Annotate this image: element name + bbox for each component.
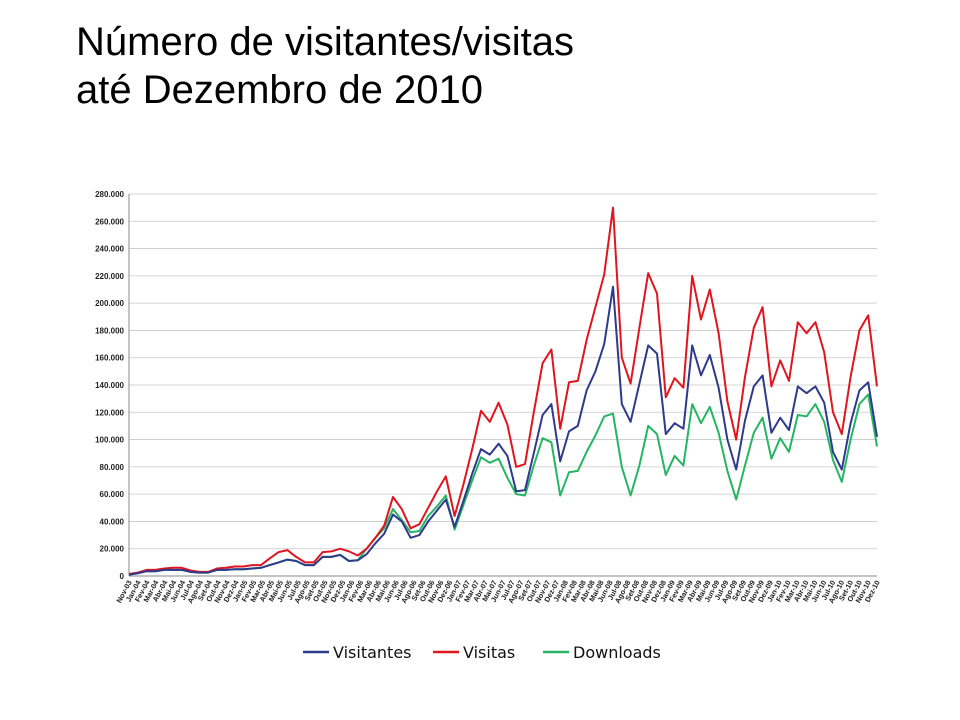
y-tick-label: 240.000: [95, 245, 124, 254]
series-line-visitas: [128, 206, 878, 575]
series-line-visitantes: [128, 285, 878, 576]
y-tick-label: 140.000: [95, 381, 124, 390]
legend: Visitantes Visitas Downloads: [303, 643, 661, 662]
y-axis-tick-labels: 0 20.000 40.000 60.000 80.000 100.000 120.000 1…: [95, 190, 124, 581]
y-tick-label: 60.000: [100, 490, 125, 499]
y-tick-label: 80.000: [100, 463, 125, 472]
series-lines: [128, 206, 878, 576]
legend-item-visitas: Visitas: [433, 643, 515, 662]
legend-label: Visitantes: [333, 643, 412, 662]
legend-item-downloads: Downloads: [543, 643, 661, 662]
y-tick-label: 20.000: [100, 545, 125, 554]
axes: [128, 194, 877, 577]
y-tick-label: 260.000: [95, 217, 124, 226]
legend-label: Downloads: [573, 643, 661, 662]
legend-label: Visitas: [463, 643, 515, 662]
y-tick-label: 200.000: [95, 299, 124, 308]
y-tick-label: 280.000: [95, 190, 124, 199]
series-line-downloads: [128, 393, 878, 576]
legend-item-visitantes: Visitantes: [303, 643, 412, 662]
y-tick-label: 220.000: [95, 272, 124, 281]
slide-title: Número de visitantes/visitas até Dezembr…: [76, 18, 936, 114]
y-tick-label: 180.000: [95, 326, 124, 335]
slide-title-line-2: até Dezembro de 2010: [76, 68, 483, 112]
slide-title-line-1: Número de visitantes/visitas: [76, 20, 574, 64]
y-tick-label: 40.000: [100, 517, 125, 526]
y-tick-label: 120.000: [95, 408, 124, 417]
y-tick-label: 160.000: [95, 354, 124, 363]
y-tick-label: 0: [120, 572, 125, 581]
y-tick-label: 100.000: [95, 436, 124, 445]
x-axis-tick-labels: Nov-03Jan-04Fev-04Mar-04Abr-04Mai-04Jun-…: [114, 578, 881, 605]
